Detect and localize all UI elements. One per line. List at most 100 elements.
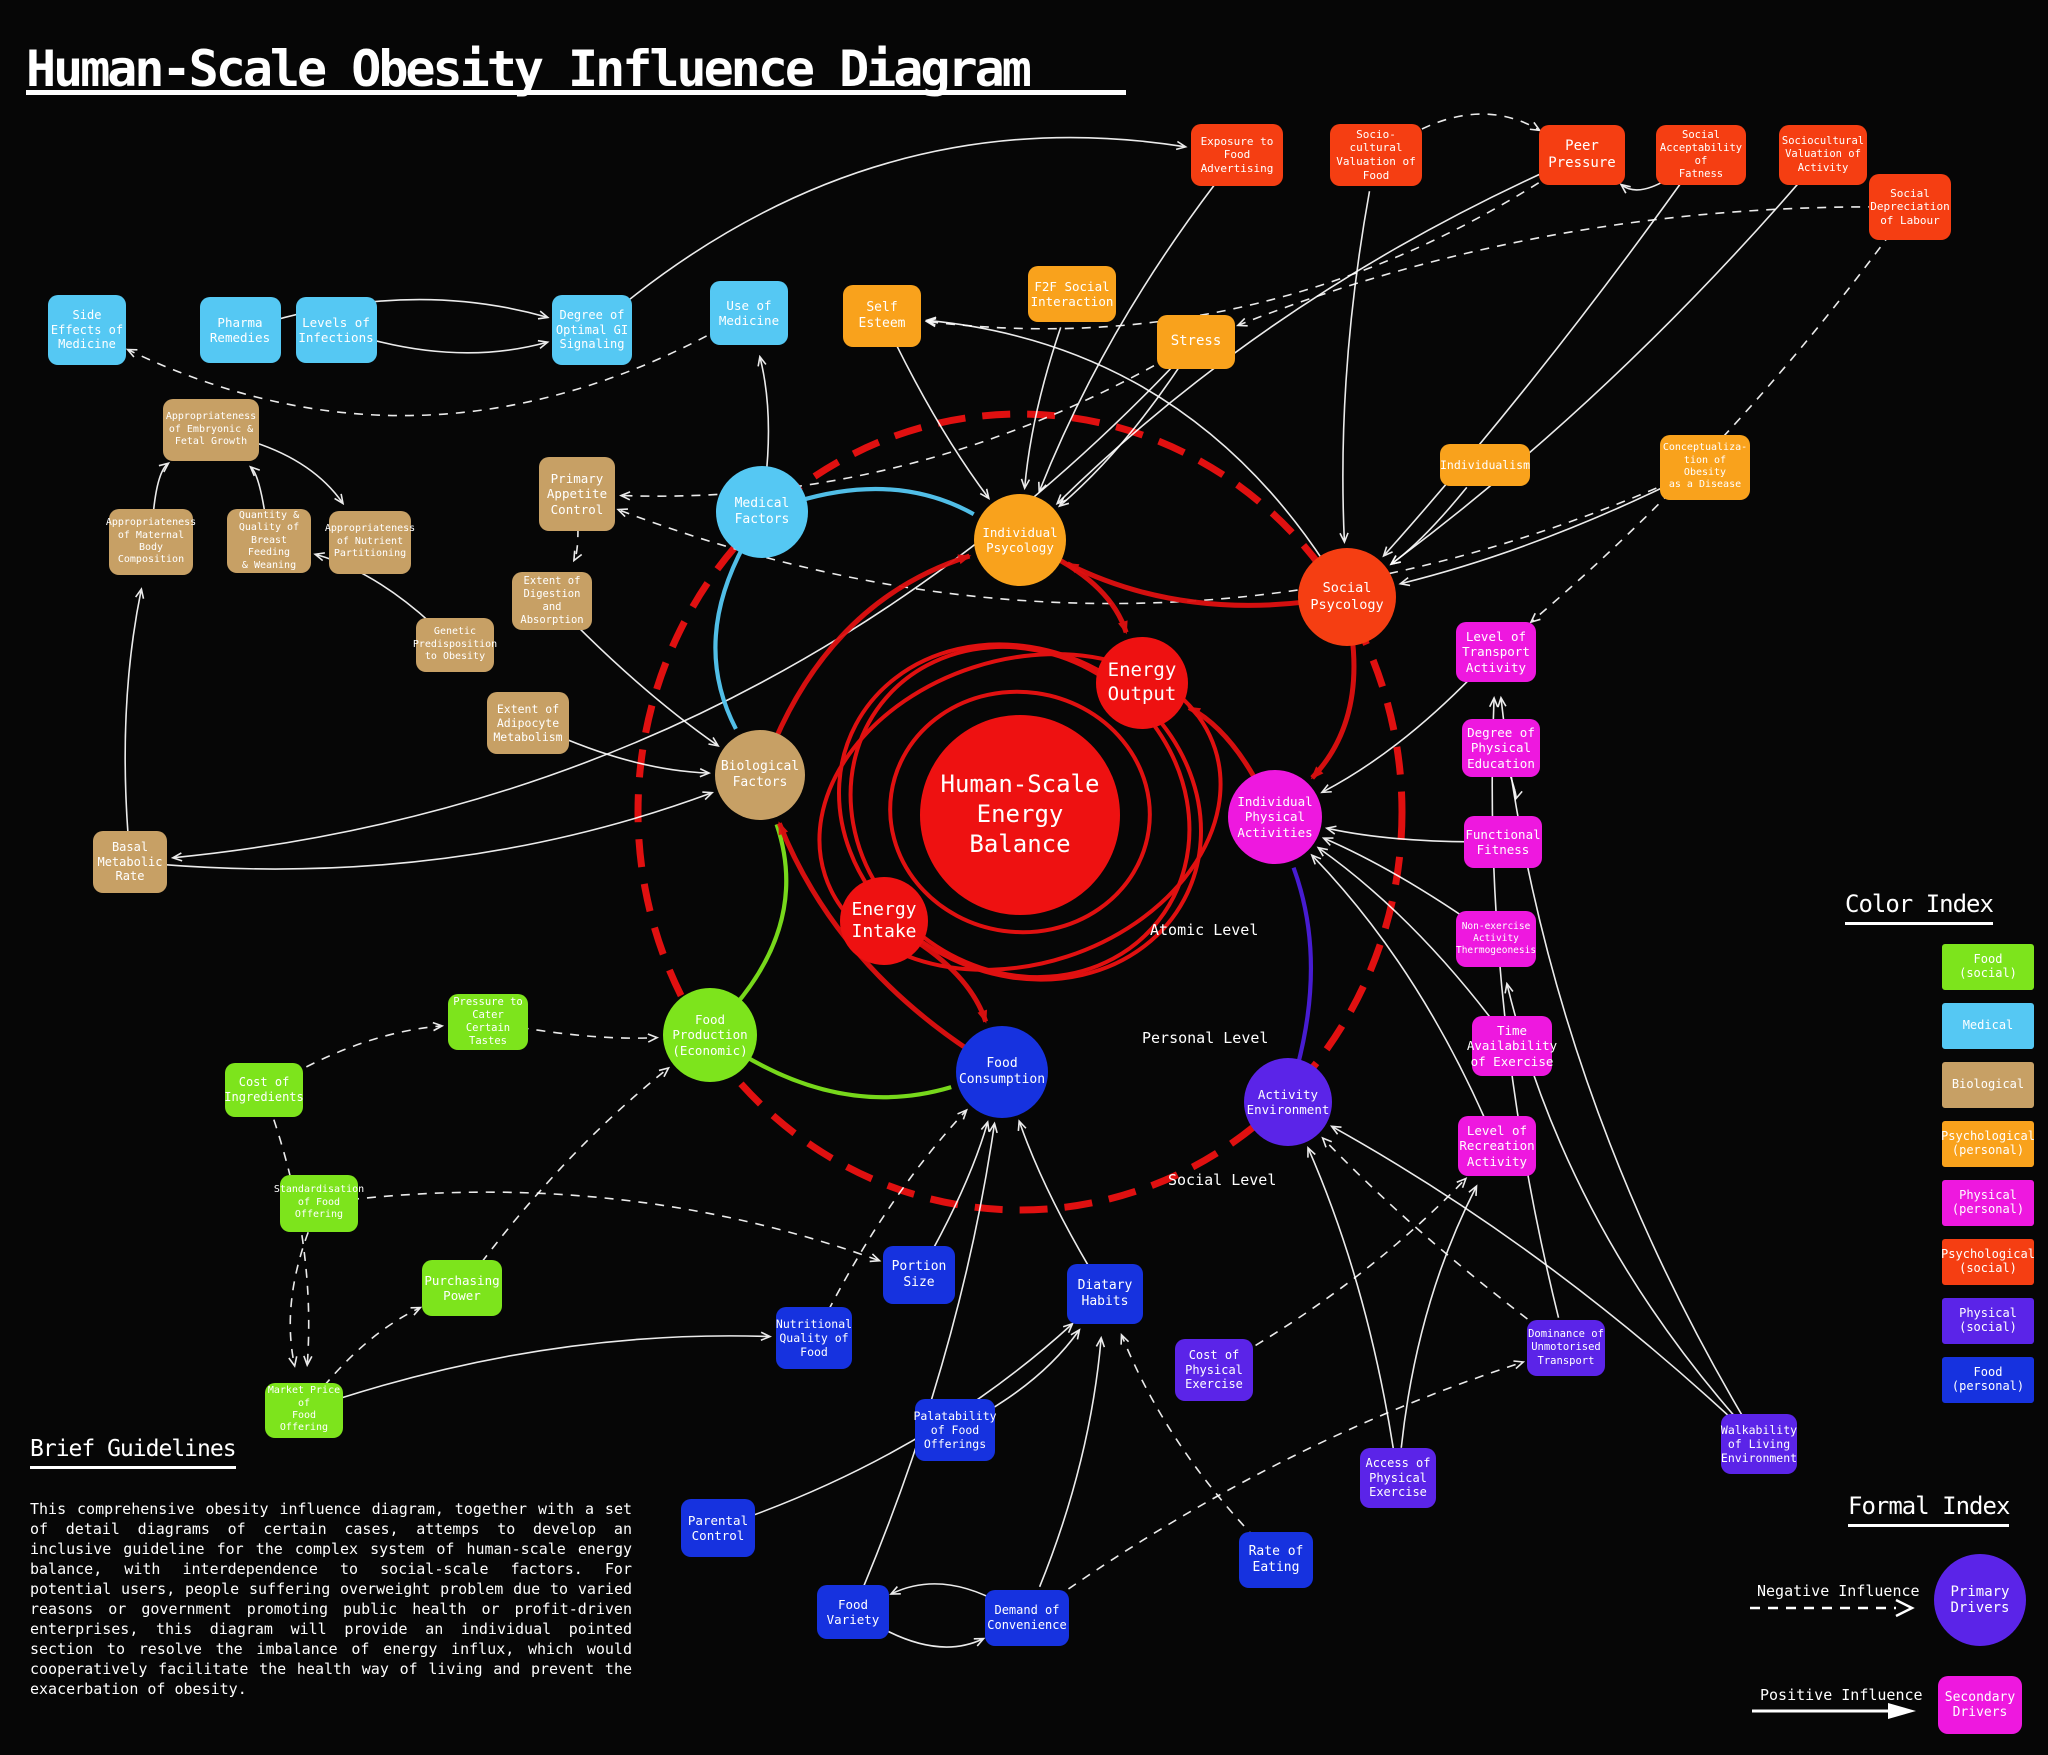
- f2f-social-interaction: F2F Social Interaction: [1028, 266, 1116, 322]
- legend-psych-social: Psychological (social): [1941, 1239, 2035, 1285]
- level-transport-activity: Level of Transport Activity: [1456, 622, 1536, 682]
- legend-food-social: Food (social): [1942, 944, 2034, 990]
- edge-market-price-food-offering--nutritional-quality-food: [333, 1331, 772, 1402]
- parental-control: Parental Control: [681, 1499, 755, 1557]
- edge-stress--basal-metabolic-rate: [170, 364, 1176, 862]
- dominance-unmotorised-transport: Dominance of Unmotorised Transport: [1527, 1320, 1605, 1376]
- formal-index-title: Formal Index: [1848, 1492, 2010, 1527]
- exposure-food-advertising: Exposure to Food Advertising: [1191, 124, 1283, 186]
- cost-of-ingredients: Cost of Ingredients: [224, 1063, 304, 1117]
- social-depreciation-labour: Social Depreciation of Labour: [1869, 174, 1951, 240]
- edge-cost-of-ingredients--pressure-cater-tastes: [290, 1021, 445, 1076]
- edge-level-recreation-activity--individual-physical-activities: [1310, 853, 1486, 1118]
- edge-biological-factors--individual-psychology: [771, 553, 972, 743]
- purchasing-power: Purchasing Power: [422, 1260, 502, 1316]
- biological-factors: Biological Factors: [715, 730, 805, 820]
- approp-nutrient-partitioning: Appropriateness of Nutrient Partitioning: [325, 510, 415, 574]
- edge-sociocultural-valuation-food--peer-pressure: [1406, 113, 1542, 138]
- atomic-level-label: Atomic Level: [1150, 921, 1259, 939]
- guidelines-body: This comprehensive obesity influence dia…: [30, 1500, 632, 1698]
- edge-energy-intake--food-consumption: [908, 935, 989, 1024]
- peer-pressure: Peer Pressure: [1539, 125, 1625, 185]
- edge-dominance-unmotorised-transport--level-transport-activity: [1488, 695, 1560, 1318]
- non-exercise-thermogenesis: Non-exercise Activity Thermogeonesis: [1456, 911, 1536, 967]
- edge-social-psychology--individual-physical-activities: [1310, 634, 1357, 780]
- edge-walkability-living-environment--activity-environment: [1329, 1125, 1738, 1424]
- degree-physical-education: Degree of Physical Education: [1462, 719, 1540, 777]
- cost-physical-exercise: Cost of Physical Exercise: [1175, 1339, 1253, 1401]
- demand-convenience: Demand of Convenience: [985, 1590, 1069, 1646]
- approp-embryonic-fetal: Appropriateness of Embryonic & Fetal Gro…: [163, 399, 259, 461]
- negative-influence-arrow-icon: [1750, 1598, 1915, 1618]
- pharma-remedies: Pharma Remedies: [199, 297, 281, 363]
- market-price-food-offering: Market Price of Food Offering: [265, 1382, 343, 1438]
- energy-output: Energy Output: [1096, 637, 1188, 729]
- edge-food-production-economic--biological-factors: [732, 823, 789, 1008]
- degree-optimal-gi: Degree of Optimal GI Signaling: [552, 295, 632, 365]
- conceptualization-obesity-disease: Conceptualiza- tion of Obesity as a Dise…: [1660, 434, 1750, 500]
- social-level-label: Social Level: [1168, 1171, 1277, 1189]
- secondary-drivers-badge: Secondary Drivers: [1938, 1676, 2022, 1734]
- edge-levels-infections--degree-optimal-gi: [367, 337, 550, 354]
- food-variety: Food Variety: [817, 1585, 889, 1639]
- color-index-legend: Food (social) Medical Biological Psychol…: [1941, 944, 2035, 1416]
- edge-walkability-living-environment--level-transport-activity: [1497, 695, 1745, 1419]
- individualism: Individualism: [1440, 444, 1530, 486]
- legend-food-personal: Food (personal): [1942, 1357, 2034, 1403]
- sociocultural-valuation-activity: Sociocultural Valuation of Activity: [1779, 125, 1867, 185]
- functional-fitness: Functional Fitness: [1464, 816, 1542, 868]
- edge-access-physical-exercise--level-recreation-activity: [1400, 1184, 1478, 1448]
- edge-non-exercise-thermogenesis--individual-physical-activities: [1321, 837, 1471, 922]
- food-production-economic: Food Production (Economic): [663, 988, 757, 1082]
- approp-maternal-body: Appropriateness of Maternal Body Composi…: [106, 509, 196, 575]
- edge-exposure-food-advertising--individual-psychology: [1038, 183, 1216, 494]
- human-scale-energy-balance: Human-Scale Energy Balance: [920, 715, 1120, 915]
- extent-digestion-absorption: Extent of Digestion and Absorption: [512, 572, 592, 630]
- edge-portion-size--food-consumption: [932, 1120, 990, 1251]
- edge-level-transport-activity--individual-physical-activities: [1320, 674, 1475, 794]
- extent-adipocyte-metabolism: Extent of Adipocyte Metabolism: [487, 692, 569, 754]
- edge-individualism--social-psychology: [1389, 486, 1468, 566]
- positive-influence-arrow-icon: [1752, 1703, 1916, 1719]
- levels-infections: Levels of Infections: [295, 297, 377, 363]
- time-availability-exercise: Time Availability of Exercise: [1467, 1016, 1557, 1076]
- page-title: Human-Scale Obesity Influence Diagram: [26, 39, 1032, 98]
- edge-degree-optimal-gi--exposure-food-advertising: [616, 136, 1188, 311]
- edge-cost-physical-exercise--level-recreation-activity: [1240, 1177, 1468, 1355]
- energy-orbit-ring: [817, 652, 1223, 972]
- genetic-predisposition-obesity: Genetic Predisposition to Obesity: [413, 618, 497, 672]
- legend-physical-social: Physical (social): [1942, 1298, 2034, 1344]
- edge-demand-convenience--dominance-unmotorised-transport: [1054, 1360, 1526, 1600]
- negative-influence-label: Negative Influence: [1757, 1582, 1920, 1600]
- primary-drivers-badge: Primary Drivers: [1934, 1554, 2026, 1646]
- edge-cost-of-ingredients--market-price-food-offering: [273, 1119, 313, 1368]
- portion-size: Portion Size: [883, 1246, 955, 1304]
- edge-time-availability-exercise--individual-physical-activities: [1316, 846, 1494, 1022]
- edge-medical-factors--individual-psychology: [796, 486, 975, 517]
- edge-conceptualization-obesity-disease--social-psychology: [1398, 482, 1673, 587]
- edge-social-psychology--individual-psychology: [1065, 561, 1309, 608]
- personal-level-label: Personal Level: [1142, 1029, 1269, 1047]
- edge-peer-pressure--individual-psychology: [1055, 168, 1552, 505]
- edge-sociocultural-valuation-activity--social-psychology: [1389, 181, 1801, 566]
- edge-basal-metabolic-rate--biological-factors: [159, 791, 715, 870]
- access-physical-exercise: Access of Physical Exercise: [1360, 1448, 1436, 1508]
- edge-conceptualization-obesity-disease--primary-appetite-control: [616, 480, 1673, 605]
- edge-nutritional-quality-food--food-consumption: [827, 1108, 968, 1312]
- individual-psychology: Individual Psycology: [974, 494, 1066, 586]
- activity-environment: Activity Environment: [1244, 1058, 1332, 1146]
- edge-basal-metabolic-rate--approp-maternal-body: [124, 587, 145, 833]
- energy-orbit-ring: [837, 642, 1203, 982]
- rate-of-eating: Rate of Eating: [1239, 1532, 1313, 1588]
- edge-self-esteem--individual-psychology: [895, 343, 990, 500]
- level-recreation-activity: Level of Recreation Activity: [1458, 1116, 1536, 1176]
- edge-social-acceptability-fatness--social-psychology: [1382, 183, 1681, 558]
- edge-standardisation-food-offering--market-price-food-offering: [288, 1231, 309, 1368]
- edge-extent-adipocyte-metabolism--biological-factors: [557, 735, 712, 778]
- edge-standardisation-food-offering--portion-size: [349, 1191, 882, 1263]
- guidelines-title: Brief Guidelines: [30, 1436, 237, 1469]
- social-psychology: Social Psycology: [1298, 548, 1396, 646]
- color-index-title: Color Index: [1845, 890, 1994, 925]
- self-esteem: Self Esteem: [843, 285, 921, 347]
